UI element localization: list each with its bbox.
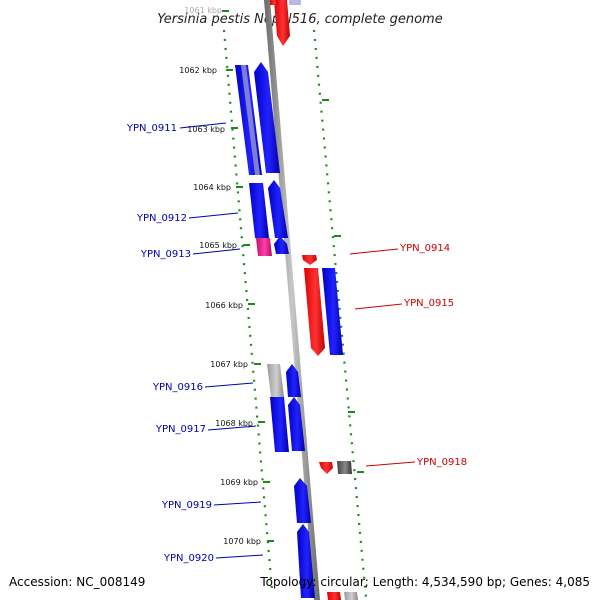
left-dotted-ruler <box>222 29 274 591</box>
gene-arrow-ypn-0919 <box>294 478 311 523</box>
gene-label-ypn-0911: YPN_0911 <box>126 123 177 134</box>
gene-label-ypn-0917: YPN_0917 <box>155 424 206 435</box>
gene-arrow-ypn-0918b <box>337 461 352 474</box>
scale-label-1061: 1061 kbp <box>184 6 222 15</box>
gene-arrow-ypn-0913b <box>274 236 289 254</box>
scale-label-1063: 1063 kbp <box>187 125 225 134</box>
gene-arrow-ypn-0911b <box>254 62 280 173</box>
genome-summary-text: Topology: circular; Length: 4,534,590 bp… <box>259 575 590 589</box>
gene-arrow-ypn-0917b <box>288 397 305 451</box>
gene-arrow-ypn-0916b <box>286 364 301 397</box>
gene-arrow-ypn-0917 <box>270 397 289 452</box>
gene-arrow-ypn-0911-shade <box>241 65 260 175</box>
gene-arrow-top-left <box>270 0 278 5</box>
gene-arrow-ypn-0916 <box>267 364 284 397</box>
gene-arrow-top-faint <box>289 0 301 5</box>
gene-arrow-ypn-0915b <box>322 268 343 355</box>
gene-arrow-ypn-0912b <box>268 180 288 238</box>
scale-label-1062: 1062 kbp <box>179 66 217 75</box>
gene-label-ypn-0915: YPN_0915 <box>403 298 454 309</box>
gene-label-ypn-0912: YPN_0912 <box>136 213 187 224</box>
gene-arrow-bottom-grey <box>344 592 358 600</box>
gene-arrow-bottom-reverse <box>327 592 341 600</box>
scale-label-1067: 1067 kbp <box>210 360 248 369</box>
gene-label-ypn-0918: YPN_0918 <box>416 457 467 468</box>
scale-label-1070: 1070 kbp <box>223 537 261 546</box>
gene-leader-lines <box>179 122 416 559</box>
gene-label-ypn-0913: YPN_0913 <box>140 249 191 260</box>
gene-label-ypn-0916: YPN_0916 <box>152 382 203 393</box>
gene-arrow-top-reverse <box>274 0 290 46</box>
gene-arrow-ypn-0912 <box>249 183 269 238</box>
scale-label-1068: 1068 kbp <box>215 419 253 428</box>
scale-label-1069: 1069 kbp <box>220 478 258 487</box>
gene-arrow-ypn-0918 <box>319 462 333 474</box>
map-title: Yersinia pestis Nepal516, complete genom… <box>157 12 442 27</box>
gene-arrow-ypn-0913 <box>256 238 272 256</box>
scale-label-1066: 1066 kbp <box>205 301 243 310</box>
accession-text: Accession: NC_008149 <box>9 575 145 589</box>
gene-arrow-ypn-0920 <box>297 524 315 598</box>
scale-label-1065: 1065 kbp <box>199 241 237 250</box>
gene-label-ypn-0914: YPN_0914 <box>399 243 450 254</box>
genome-backbone <box>264 0 320 600</box>
gene-arrow-ypn-0914 <box>302 255 317 265</box>
gene-label-ypn-0919: YPN_0919 <box>161 500 212 511</box>
gene-label-ypn-0920: YPN_0920 <box>163 553 214 564</box>
gene-arrow-ypn-0915 <box>304 268 325 356</box>
scale-ticks <box>222 10 364 542</box>
scale-label-1064: 1064 kbp <box>193 183 231 192</box>
